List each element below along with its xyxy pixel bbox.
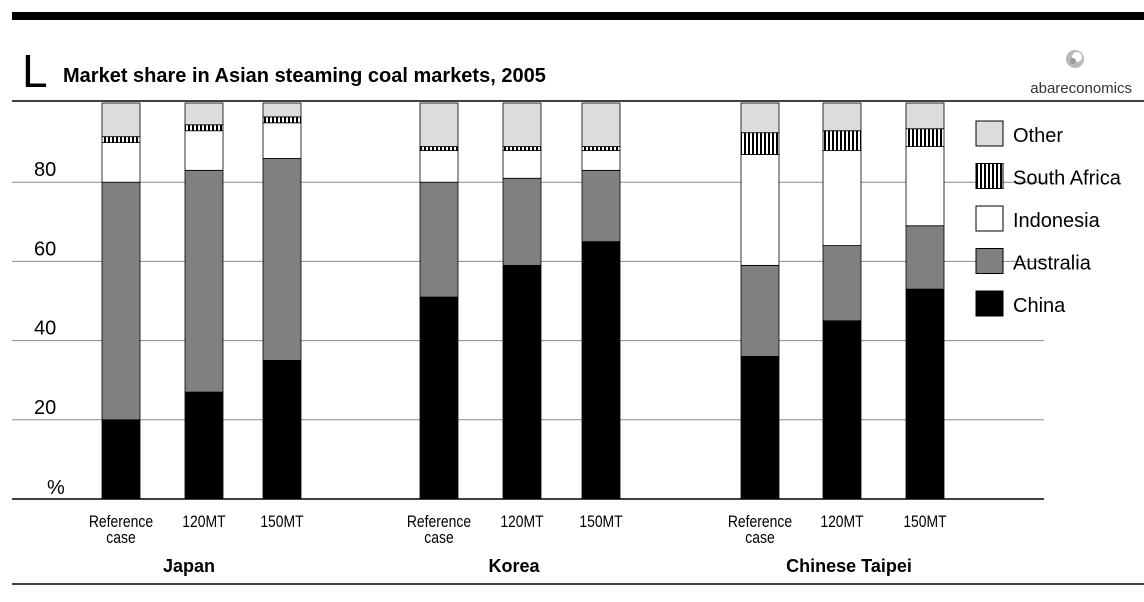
bar-segment-indonesia [262, 122, 302, 159]
bar-segment-indonesia [822, 150, 862, 246]
y-axis-label: % [47, 477, 65, 499]
bar-segment-australia [419, 181, 459, 298]
bar-segment-china [581, 241, 621, 500]
category-label: case [106, 529, 135, 548]
bar-segment-australia [184, 169, 224, 393]
bar-segment-south-africa [101, 136, 141, 144]
group-label: Chinese Taipei [786, 556, 912, 576]
bar-segment-other [822, 102, 862, 132]
category-label: Reference [89, 513, 153, 532]
chart-title: Market share in Asian steaming coal mark… [63, 65, 546, 87]
bars [101, 102, 945, 500]
bar-segment-indonesia [184, 130, 224, 171]
bar-segment-china [905, 288, 945, 500]
bar-segment-other [184, 102, 224, 126]
bar-segment-china [822, 320, 862, 500]
bar-segment-china [262, 359, 302, 500]
legend-label: Australia [1013, 253, 1092, 275]
bar-segment-australia [502, 177, 542, 266]
bar-segment-indonesia [101, 142, 141, 183]
legend-swatch [975, 163, 1004, 189]
category-label: 120MT [820, 513, 864, 532]
bar-segment-china [101, 419, 141, 500]
category-label: 150MT [903, 513, 947, 532]
group-label: Korea [488, 556, 540, 576]
category-label: Reference [407, 513, 471, 532]
bar-segment-other [419, 102, 459, 147]
bar-segment-australia [262, 158, 302, 361]
bar-segment-south-africa [581, 146, 621, 151]
bar-segment-china [740, 356, 780, 500]
bar-segment-other [905, 102, 945, 130]
category-label: case [424, 529, 453, 548]
category-label: 150MT [579, 513, 623, 532]
bar-segment-indonesia [419, 150, 459, 183]
bar-segment-south-africa [262, 116, 302, 124]
category-label: 120MT [182, 513, 226, 532]
y-tick-label: 80 [34, 159, 56, 181]
bar-segment-australia [101, 181, 141, 421]
bar-segment-other [101, 102, 141, 138]
top-rule [12, 12, 1144, 20]
bar-segment-australia [740, 264, 780, 357]
category-label: Reference [728, 513, 792, 532]
y-tick-label: 60 [34, 238, 56, 260]
bar-segment-china [184, 391, 224, 500]
legend: Other South Africa Indonesia Australia China [975, 120, 1122, 317]
bar-segment-other [740, 102, 780, 134]
legend-swatch [975, 120, 1004, 147]
bar-segment-other [502, 102, 542, 147]
y-tick-labels: 20 40 60 80 [34, 159, 56, 419]
legend-label: Indonesia [1013, 210, 1101, 232]
y-tick-label: 40 [34, 318, 56, 340]
category-label: 150MT [260, 513, 304, 532]
legend-swatch [975, 248, 1004, 274]
bar-segment-indonesia [502, 150, 542, 179]
bar-segment-south-africa [419, 146, 459, 151]
group-label: Japan [163, 556, 215, 576]
bar-segment-south-africa [502, 146, 542, 151]
bar-segment-indonesia [740, 154, 780, 266]
group-labels: Japan Korea Chinese Taipei [163, 556, 912, 576]
legend-label: China [1013, 295, 1066, 317]
bar-segment-other [262, 102, 302, 118]
bar-segment-south-africa [184, 124, 224, 132]
legend-label: South Africa [1013, 168, 1122, 190]
bar-segment-australia [822, 245, 862, 322]
legend-swatch [975, 205, 1004, 232]
bar-segment-australia [905, 225, 945, 290]
category-label: 120MT [500, 513, 544, 532]
bar-segment-indonesia [905, 146, 945, 227]
bar-segment-south-africa [822, 130, 862, 151]
legend-swatch [975, 290, 1004, 317]
bar-segment-south-africa [905, 128, 945, 147]
corner-mark: L [22, 45, 48, 97]
bar-segment-china [419, 296, 459, 500]
category-label: case [745, 529, 774, 548]
bar-segment-indonesia [581, 150, 621, 171]
brand-name: abareconomics [1030, 80, 1132, 97]
bar-segment-australia [581, 169, 621, 243]
brand-logo [1066, 50, 1084, 68]
bar-segment-south-africa [740, 132, 780, 155]
y-tick-label: 20 [34, 397, 56, 419]
legend-label: Other [1013, 125, 1063, 147]
bar-segment-china [502, 264, 542, 500]
bar-segment-other [581, 102, 621, 147]
